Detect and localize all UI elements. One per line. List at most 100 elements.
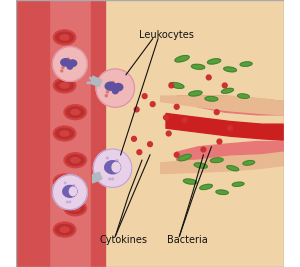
Circle shape — [105, 168, 106, 170]
Ellipse shape — [56, 176, 74, 187]
Ellipse shape — [175, 56, 189, 62]
Circle shape — [52, 175, 87, 210]
Ellipse shape — [208, 59, 221, 64]
Circle shape — [206, 75, 211, 80]
Circle shape — [222, 83, 227, 88]
Ellipse shape — [64, 105, 86, 120]
Ellipse shape — [56, 32, 74, 43]
Ellipse shape — [232, 182, 244, 186]
FancyArrowPatch shape — [88, 78, 96, 84]
Ellipse shape — [64, 57, 86, 72]
Polygon shape — [161, 152, 284, 174]
Bar — [49, 0, 91, 267]
Circle shape — [64, 182, 66, 184]
Ellipse shape — [66, 107, 84, 117]
Circle shape — [69, 201, 71, 203]
Circle shape — [73, 184, 75, 186]
Ellipse shape — [240, 62, 252, 66]
Ellipse shape — [189, 91, 202, 96]
Text: Bacteria: Bacteria — [167, 235, 208, 245]
Circle shape — [65, 59, 67, 61]
Ellipse shape — [178, 154, 191, 161]
Ellipse shape — [221, 88, 233, 93]
Ellipse shape — [224, 67, 236, 72]
Circle shape — [150, 102, 155, 107]
Ellipse shape — [61, 59, 70, 66]
Ellipse shape — [53, 78, 76, 93]
Ellipse shape — [56, 80, 74, 91]
Circle shape — [62, 66, 64, 69]
Circle shape — [67, 59, 69, 61]
Circle shape — [106, 167, 108, 169]
Polygon shape — [203, 0, 284, 101]
Circle shape — [166, 131, 171, 136]
Ellipse shape — [112, 162, 120, 172]
Circle shape — [105, 95, 107, 97]
Circle shape — [110, 162, 112, 163]
Ellipse shape — [205, 96, 218, 101]
Ellipse shape — [105, 82, 116, 90]
Ellipse shape — [56, 128, 74, 139]
Circle shape — [148, 142, 152, 147]
Ellipse shape — [66, 155, 84, 166]
Circle shape — [68, 186, 69, 188]
Ellipse shape — [60, 83, 69, 88]
Ellipse shape — [200, 184, 212, 190]
Circle shape — [63, 193, 64, 194]
Circle shape — [110, 82, 112, 84]
Circle shape — [134, 107, 139, 112]
Circle shape — [132, 136, 136, 141]
Ellipse shape — [53, 222, 76, 237]
Circle shape — [52, 47, 87, 81]
Circle shape — [61, 70, 63, 72]
Circle shape — [66, 201, 68, 203]
Circle shape — [112, 178, 113, 180]
Ellipse shape — [194, 163, 207, 168]
Circle shape — [96, 69, 134, 107]
Ellipse shape — [105, 161, 121, 174]
Ellipse shape — [60, 35, 69, 40]
Ellipse shape — [71, 61, 80, 67]
Ellipse shape — [112, 88, 118, 94]
Circle shape — [67, 58, 69, 60]
Ellipse shape — [60, 179, 69, 184]
Ellipse shape — [60, 227, 69, 232]
Ellipse shape — [68, 60, 77, 66]
Circle shape — [106, 91, 109, 93]
Circle shape — [214, 110, 219, 115]
Ellipse shape — [60, 131, 69, 136]
Ellipse shape — [169, 83, 184, 88]
Ellipse shape — [53, 126, 76, 141]
Ellipse shape — [191, 64, 205, 69]
Ellipse shape — [64, 153, 86, 168]
Ellipse shape — [71, 109, 80, 115]
Ellipse shape — [216, 190, 228, 194]
Circle shape — [174, 104, 179, 109]
Bar — [91, 0, 105, 267]
Ellipse shape — [53, 30, 76, 45]
Polygon shape — [203, 152, 284, 267]
Circle shape — [174, 152, 179, 157]
Ellipse shape — [56, 224, 74, 235]
Polygon shape — [166, 113, 284, 140]
Circle shape — [182, 118, 187, 123]
Circle shape — [112, 83, 114, 85]
Circle shape — [201, 147, 206, 152]
Ellipse shape — [183, 179, 197, 184]
Circle shape — [112, 81, 114, 84]
Text: Leukocytes: Leukocytes — [139, 30, 194, 40]
Ellipse shape — [53, 174, 76, 189]
Ellipse shape — [64, 201, 86, 216]
Bar — [16, 0, 49, 267]
Circle shape — [169, 83, 174, 88]
Circle shape — [109, 178, 110, 180]
Ellipse shape — [71, 206, 80, 211]
Ellipse shape — [210, 158, 223, 163]
Ellipse shape — [114, 84, 123, 91]
Ellipse shape — [71, 158, 80, 163]
Ellipse shape — [243, 161, 255, 165]
Circle shape — [67, 62, 68, 64]
Polygon shape — [93, 76, 102, 87]
Ellipse shape — [238, 94, 249, 98]
Ellipse shape — [66, 203, 84, 214]
